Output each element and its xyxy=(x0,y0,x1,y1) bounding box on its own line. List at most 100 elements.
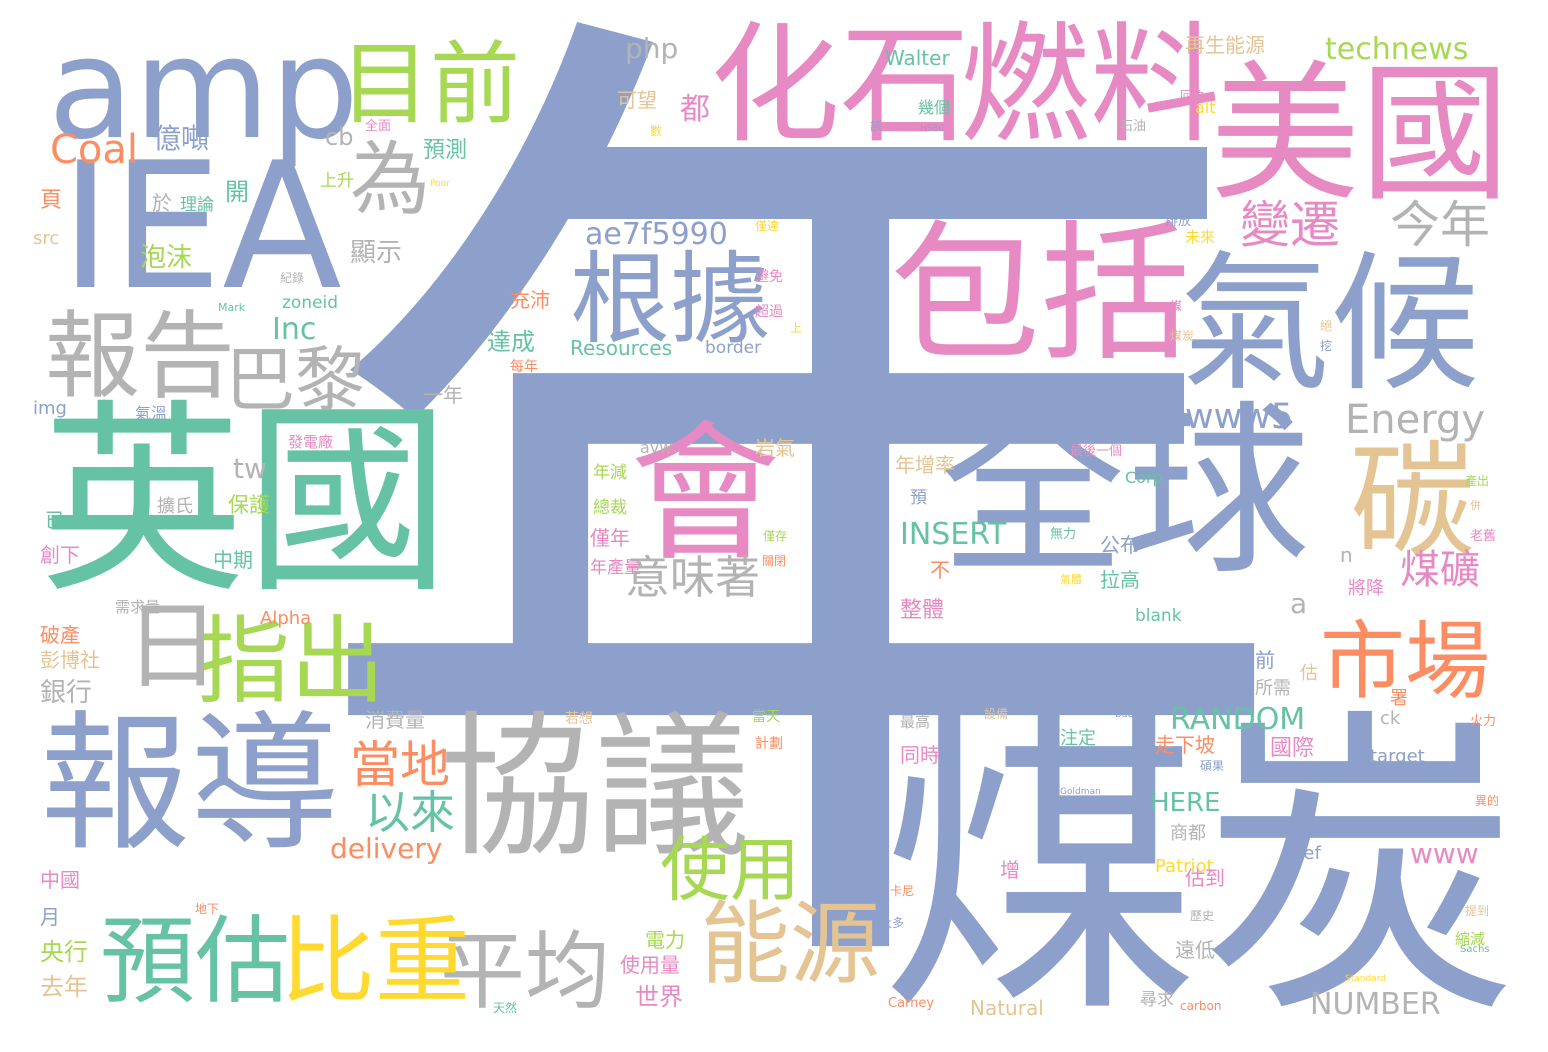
cloud-word: 不 xyxy=(930,558,950,582)
cloud-word: bubble xyxy=(1115,709,1150,720)
cloud-word: 比重 xyxy=(280,907,471,1017)
cloud-word: Walter xyxy=(885,46,950,70)
cloud-word: RANDOM xyxy=(1170,702,1306,737)
cloud-word: carbon xyxy=(1180,999,1222,1013)
cloud-word: 市場 xyxy=(1320,613,1491,712)
cloud-word: ae7f5990 xyxy=(585,217,728,252)
cloud-word: href xyxy=(1285,843,1321,864)
cloud-word: 擴氏 xyxy=(157,496,193,517)
cloud-word: Energy xyxy=(1345,397,1486,443)
cloud-word: 前 xyxy=(1255,648,1275,672)
cloud-word: 意味著 xyxy=(625,551,761,604)
cloud-word: 數 xyxy=(650,124,663,138)
cloud-word: 碩果 xyxy=(1200,759,1225,773)
cloud-word: 煤炭 xyxy=(880,684,1520,1052)
cloud-word: HERE xyxy=(1150,788,1221,818)
cloud-word: ck xyxy=(1380,708,1401,729)
cloud-word: 遠低 xyxy=(1175,938,1215,962)
cloud-word: 走下坡 xyxy=(1155,733,1215,757)
cloud-word: 當天 xyxy=(752,709,780,725)
cloud-word: 年產量 xyxy=(590,558,641,578)
cloud-word: 尋求 xyxy=(1140,990,1174,1010)
cloud-word: 都 xyxy=(680,92,710,127)
cloud-word: 大多 xyxy=(880,916,905,930)
cloud-word: Corp xyxy=(1125,468,1163,487)
cloud-word: 英國 xyxy=(40,383,450,621)
cloud-word: 紀錄 xyxy=(280,271,305,285)
cloud-word: 碳 xyxy=(1350,430,1475,575)
cloud-word: 協議 xyxy=(440,697,750,878)
cloud-word: 地下 xyxy=(195,902,220,916)
cloud-word: 年 xyxy=(300,0,1300,1052)
cloud-word: 煤 xyxy=(1170,299,1183,313)
cloud-word: 關閉 xyxy=(762,554,787,568)
cloud-word: 預測 xyxy=(423,138,468,163)
cloud-word: 開 xyxy=(225,178,249,206)
cloud-word: 上 xyxy=(790,321,803,335)
cloud-word: 若想 xyxy=(565,711,593,727)
cloud-word: 銀行 xyxy=(40,678,93,708)
cloud-word: Resources xyxy=(570,336,673,360)
cloud-word: 岩氣 xyxy=(755,436,795,460)
cloud-word: 創下 xyxy=(40,543,80,567)
cloud-word: n xyxy=(1340,543,1353,567)
cloud-word: 達成 xyxy=(487,328,535,356)
cloud-word: 央行 xyxy=(40,938,88,966)
cloud-word: Goldman xyxy=(1060,787,1101,797)
cloud-word: 世界 xyxy=(635,983,683,1011)
cloud-word: 於 xyxy=(152,191,172,215)
cloud-word: 幾個 xyxy=(918,98,951,117)
cloud-word: 煤炭 xyxy=(1170,329,1195,343)
cloud-word: 併 xyxy=(1470,499,1481,512)
cloud-word: IEA xyxy=(60,126,342,329)
cloud-word: 注定 xyxy=(1060,728,1096,749)
cloud-word: INSERT xyxy=(900,517,1007,552)
cloud-word: target xyxy=(1370,746,1425,767)
cloud-word: 提到 xyxy=(1465,904,1490,918)
cloud-word: avw xyxy=(640,438,673,457)
cloud-word: Patriot xyxy=(1155,856,1214,877)
cloud-word: 估 xyxy=(1300,663,1318,684)
cloud-word: a xyxy=(1290,587,1308,620)
cloud-word: Sachs xyxy=(1460,944,1490,955)
cloud-word: tw xyxy=(233,452,267,485)
cloud-word: 排放 xyxy=(1165,214,1192,229)
cloud-word: Standard xyxy=(1345,974,1386,984)
cloud-word: 去年 xyxy=(40,973,88,1001)
cloud-word: 中期 xyxy=(213,548,253,572)
cloud-word: 使用量 xyxy=(620,953,680,977)
cloud-word: 發電廠 xyxy=(288,433,334,451)
cloud-word: cb xyxy=(325,123,354,151)
cloud-word: 年減 xyxy=(593,463,627,483)
cloud-word: 理論 xyxy=(180,195,214,215)
cloud-word: 未來 xyxy=(1185,228,1216,246)
cloud-word: 煤礦 xyxy=(1400,547,1480,593)
cloud-word: 估到 xyxy=(1185,866,1225,890)
cloud-word: 絕 xyxy=(1320,319,1333,333)
cloud-word: 回收 xyxy=(1180,89,1205,103)
cloud-word: 最高 xyxy=(900,713,931,731)
cloud-word: 保護 xyxy=(228,493,270,517)
cloud-word: 設備 xyxy=(984,707,1009,721)
cloud-word: delivery xyxy=(330,832,443,865)
cloud-word: 可望 xyxy=(617,88,657,112)
cloud-word: 增 xyxy=(1000,858,1020,882)
cloud-word: 卡尼 xyxy=(890,884,915,898)
cloud-word: 國際 xyxy=(1270,736,1315,761)
cloud-word: amp xyxy=(48,8,360,171)
cloud-word: 顯示 xyxy=(350,238,403,268)
cloud-word: 使用 xyxy=(660,829,800,911)
cloud-word: 總裁 xyxy=(593,498,627,518)
cloud-word: alt xyxy=(1195,98,1216,117)
cloud-word: 預估 xyxy=(100,907,291,1017)
cloud-word: 署 xyxy=(1390,688,1408,709)
cloud-word: 頁 xyxy=(40,188,63,213)
cloud-word: 會 xyxy=(630,408,781,582)
cloud-word: 老舊 xyxy=(1470,529,1497,544)
cloud-word: 變遷 xyxy=(1240,196,1340,254)
cloud-word: 今年 xyxy=(1390,196,1490,254)
cloud-word: 日 xyxy=(125,592,221,702)
cloud-word: 彭博社 xyxy=(40,648,100,672)
cloud-word: 所需 xyxy=(1255,678,1291,699)
cloud-word: Inc xyxy=(272,312,317,347)
